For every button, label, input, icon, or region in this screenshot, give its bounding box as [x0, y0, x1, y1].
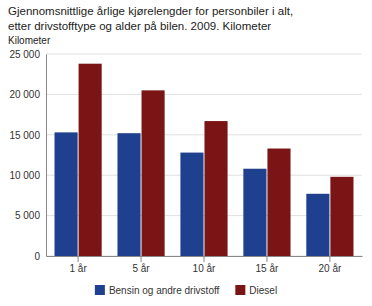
- y-axis-title: Kilometer: [8, 35, 51, 46]
- grid: [46, 54, 362, 256]
- x-tick-label: 20 år: [318, 263, 341, 274]
- subtitle: etter drivstofftype og alder på bilen. 2…: [8, 20, 271, 32]
- bar: [243, 169, 266, 256]
- x-tick: 15 år: [256, 256, 279, 274]
- bar: [79, 64, 102, 256]
- bar: [117, 133, 140, 256]
- bar: [204, 121, 227, 256]
- x-tick: 1 år: [69, 256, 87, 274]
- chart: Gjennomsnittlige årlige kjørelengder for…: [0, 0, 372, 306]
- y-tick: 15 000: [9, 130, 46, 141]
- y-tick: 0: [34, 251, 46, 262]
- y-tick-label: 10 000: [9, 170, 40, 181]
- y-tick: 25 000: [9, 49, 46, 60]
- y-tick-label: 15 000: [9, 130, 40, 141]
- bar: [330, 177, 353, 256]
- x-tick: 5 år: [132, 256, 150, 274]
- grid-line: [46, 54, 362, 55]
- legend: Bensin og andre drivstoff Diesel: [95, 285, 277, 296]
- legend-item: Diesel: [235, 285, 277, 296]
- title: Gjennomsnittlige årlige kjørelengder for…: [8, 5, 293, 17]
- bar: [142, 90, 165, 256]
- legend-swatch: [235, 285, 245, 295]
- y-tick: 10 000: [9, 170, 46, 181]
- bar-series: [79, 64, 354, 256]
- y-tick-label: 0: [34, 251, 40, 262]
- y-axis: 0 5 000 10 000 15 000 20 000 25 000: [9, 49, 46, 262]
- x-axis: 1 år 5 år 10 år 15 år 20 år: [47, 256, 363, 274]
- plot: 0 5 000 10 000 15 000 20 000 25 000 1 år 5 år 10…: [9, 49, 362, 274]
- x-tick-mark: [141, 256, 142, 262]
- bars: [55, 64, 354, 256]
- x-tick-label: 1 år: [69, 263, 87, 274]
- x-tick-label: 10 år: [193, 263, 216, 274]
- x-tick-mark: [329, 256, 330, 262]
- y-tick-label: 25 000: [9, 49, 40, 60]
- x-tick-mark: [78, 256, 79, 262]
- y-tick-label: 20 000: [9, 89, 40, 100]
- legend-item: Bensin og andre drivstoff: [95, 285, 220, 296]
- x-tick: 10 år: [193, 256, 216, 274]
- x-tick-mark: [266, 256, 267, 262]
- legend-label: Bensin og andre drivstoff: [109, 285, 220, 296]
- bar: [306, 194, 329, 256]
- y-tick-label: 5 000: [15, 210, 40, 221]
- x-tick-label: 15 år: [256, 263, 279, 274]
- y-tick: 5 000: [15, 210, 46, 221]
- legend-swatch: [95, 285, 105, 295]
- legend-label: Diesel: [249, 285, 277, 296]
- bar: [55, 132, 78, 256]
- y-axis-line: [46, 55, 47, 257]
- x-tick-mark: [204, 256, 205, 262]
- bar: [267, 149, 290, 256]
- y-tick: 20 000: [9, 89, 46, 100]
- x-tick: 20 år: [318, 256, 341, 274]
- bar: [180, 153, 203, 256]
- x-tick-label: 5 år: [132, 263, 150, 274]
